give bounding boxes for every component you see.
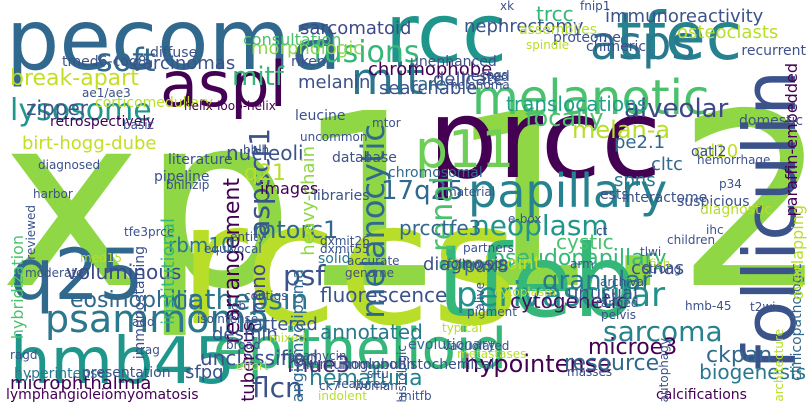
cloud-word: riken	[291, 55, 326, 69]
cloud-word: hemorrhage	[697, 154, 770, 166]
cloud-word: diagnosed	[38, 159, 100, 171]
cloud-word: diagnostic	[700, 203, 772, 217]
cloud-word: bhlhzip	[166, 179, 209, 191]
cloud-word: chromosomal	[388, 166, 483, 180]
cloud-word: arm	[570, 258, 594, 270]
cloud-word: follow-up	[447, 258, 502, 270]
cloud-word: helix-loop-helix	[184, 100, 276, 112]
cloud-word: lymphangioleiomyomatosis	[6, 388, 199, 402]
cloud-word: tmed6-cog8	[62, 55, 147, 69]
cloud-word: osteoclasts	[677, 24, 778, 42]
cloud-word: tlwi	[640, 246, 661, 258]
cloud-word: alive	[474, 282, 486, 311]
cloud-word: mtor	[372, 117, 401, 129]
cloud-word: architecture	[773, 329, 785, 402]
cloud-word: spindle	[526, 39, 569, 51]
cloud-word: ct	[596, 225, 607, 237]
cloud-word: broad	[226, 339, 261, 351]
cloud-word: presentation	[82, 366, 171, 380]
cloud-word: harbor	[33, 188, 73, 200]
cloud-word: ragd	[10, 349, 38, 361]
cloud-word: overlapping	[790, 205, 806, 300]
cloud-word: bhlh	[243, 144, 269, 156]
cloud-word: sarcomatoid	[300, 20, 411, 38]
cloud-word: archival	[600, 276, 647, 288]
cloud-word: ae1/ae3	[82, 87, 131, 99]
cloud-word: libraries	[313, 189, 370, 203]
cloud-word: mixed	[269, 332, 306, 344]
cloud-word: chimeric	[586, 40, 646, 54]
cloud-word: images	[260, 181, 318, 197]
cloud-word: rag	[140, 344, 160, 356]
cloud-word: dxmit55	[320, 243, 370, 255]
cloud-word: reviewed	[25, 205, 37, 260]
cloud-word: translocations	[506, 94, 647, 114]
cloud-word: ihc	[706, 224, 724, 236]
cloud-word: birt-hogg-dube	[22, 135, 156, 153]
cloud-word: rapamycin	[283, 350, 347, 362]
cloud-word: t2wi	[750, 301, 776, 313]
cloud-word: ranged	[596, 297, 639, 309]
cloud-word: pelvis	[601, 309, 636, 321]
cloud-word: ests	[600, 188, 629, 202]
cloud-word: med15	[80, 252, 122, 264]
cloud-word: fnip1	[580, 0, 610, 12]
cloud-word: isointense	[197, 313, 258, 325]
cloud-word: sfpq	[185, 364, 224, 382]
cloud-word: leucine	[295, 109, 345, 123]
cloud-word: cytoplasm	[494, 286, 556, 298]
cloud-word: hmb-45	[685, 300, 732, 312]
cloud-word: paraffin-embedded	[784, 63, 800, 216]
cloud-word: basic	[123, 119, 154, 131]
cloud-word: rare	[410, 76, 447, 94]
cloud-word: fluorescence	[320, 285, 447, 305]
cloud-word: prcctfe3	[399, 218, 481, 238]
cloud-word: eb	[231, 300, 246, 312]
cloud-word: domestic	[739, 114, 803, 128]
cloud-word: histologic	[396, 345, 408, 402]
cloud-word: mitf	[232, 64, 284, 90]
cloud-word: p34	[719, 178, 742, 190]
cloud-word: features	[337, 378, 387, 390]
cloud-word: unenhanced	[410, 55, 497, 69]
cloud-word: pe2.1	[614, 134, 665, 152]
cloud-word: tags	[482, 69, 508, 81]
cloud-word: cltc	[651, 156, 683, 174]
cloud-word: tfe3prcc	[124, 226, 173, 238]
cloud-word: literature	[168, 153, 233, 167]
cloud-word: genome	[345, 267, 394, 279]
cloud-word: e-box	[508, 213, 541, 225]
cloud-word: partners	[463, 242, 514, 254]
cloud-word: equivocal	[204, 243, 262, 255]
cloud-word: melanin	[298, 74, 370, 92]
cloud-word: typical	[442, 322, 482, 334]
cloud-word: strong	[643, 263, 681, 275]
cloud-word: metastases	[457, 348, 526, 360]
cloud-word: xk	[500, 0, 514, 12]
cloud-word: contigs	[244, 290, 287, 302]
cloud-word: autophagy	[658, 338, 670, 402]
cloud-word: database	[332, 151, 397, 165]
cloud-word: effort	[236, 360, 269, 372]
cloud-word: uncommon	[300, 131, 367, 143]
cloud-word: material	[445, 186, 495, 198]
cloud-word: recurrent	[741, 44, 806, 58]
cloud-word: diffuse	[150, 46, 197, 60]
cloud-word: masses	[567, 366, 612, 378]
cloud-word: add	[132, 316, 155, 328]
cloud-word: moderate	[25, 267, 83, 279]
